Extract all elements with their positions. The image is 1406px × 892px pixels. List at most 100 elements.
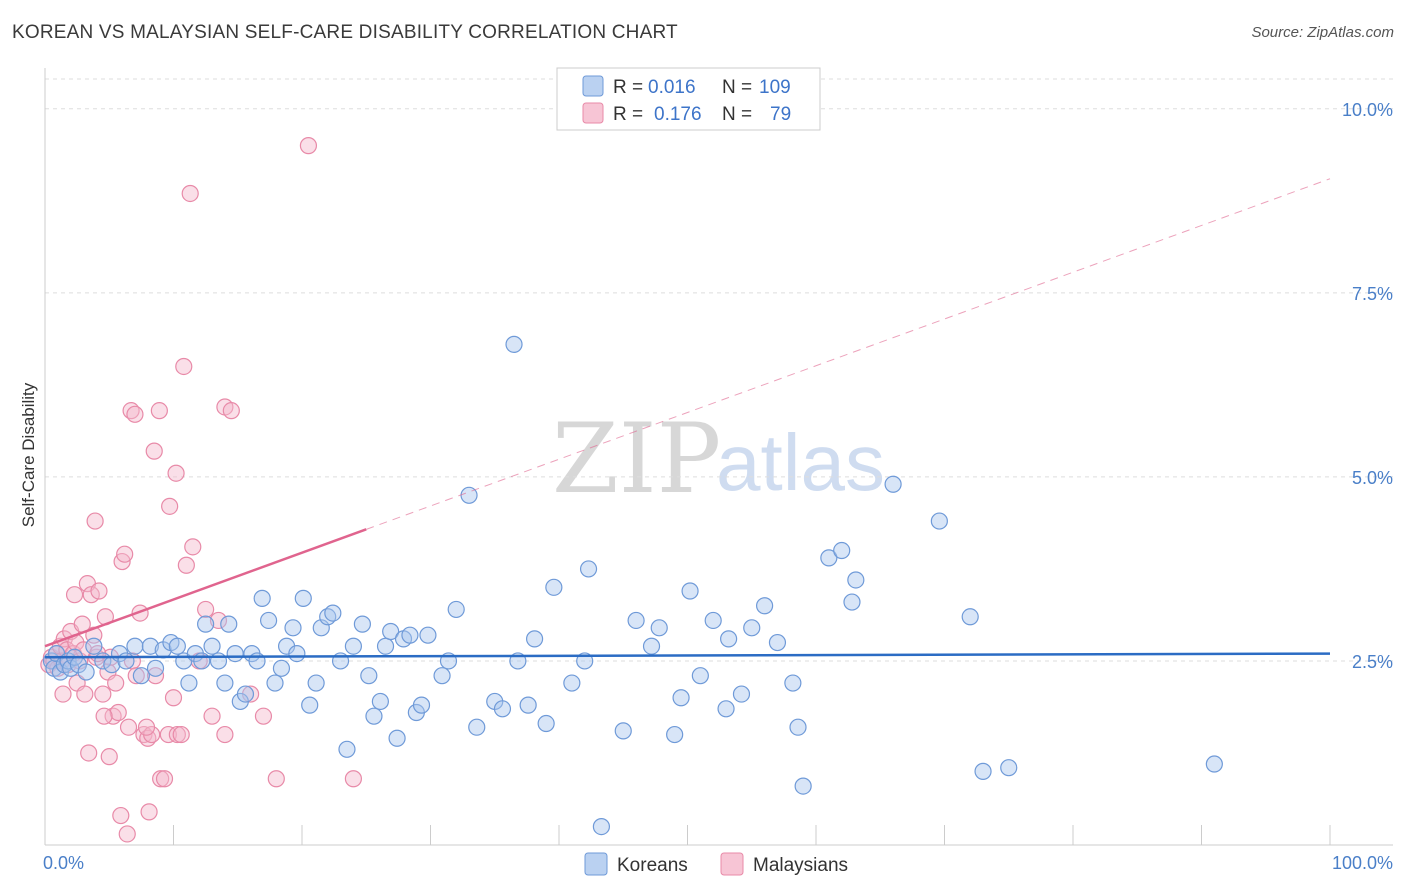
korean-point	[537, 714, 555, 733]
koreans-r-value: 0.016	[648, 77, 696, 98]
korean-point	[681, 582, 699, 600]
korean-point	[294, 589, 312, 607]
malaysian-point	[159, 725, 177, 744]
korean-point	[614, 722, 632, 740]
korean-point	[324, 604, 342, 622]
korean-point	[563, 674, 581, 692]
korean-point	[833, 541, 851, 560]
y-axis-label: Self-Care Disability	[19, 382, 38, 527]
malaysian-point	[76, 685, 94, 703]
malaysian-point	[155, 770, 174, 788]
korean-point	[755, 597, 774, 615]
malaysian-point	[90, 582, 108, 600]
korean-point	[743, 619, 761, 637]
y-tick-labels: 2.5% 5.0% 7.5% 10.0%	[1342, 100, 1393, 672]
malaysian-point	[150, 402, 168, 420]
malaysian-point	[203, 707, 221, 725]
korean-point	[820, 549, 838, 567]
korean-point	[419, 626, 437, 644]
malaysian-point	[100, 748, 118, 766]
korean-point	[650, 619, 668, 637]
korean-point	[704, 611, 722, 630]
y-tick-label: 7.5%	[1352, 284, 1393, 304]
korean-point	[691, 667, 709, 685]
malaysian-point	[86, 512, 104, 530]
korean-point	[146, 659, 165, 677]
korean-point	[126, 637, 144, 655]
malaysian-point	[267, 770, 285, 788]
korean-point	[666, 725, 684, 744]
malaysians-series-swatch	[720, 852, 744, 876]
korean-point	[720, 630, 738, 648]
korean-point	[132, 667, 150, 685]
malaysian-point	[137, 718, 156, 736]
korean-point	[371, 692, 389, 711]
source-label: Source: ZipAtlas.com	[1251, 24, 1394, 41]
koreans-legend-swatch	[582, 75, 604, 97]
korean-point	[592, 817, 611, 836]
korean-point	[226, 644, 244, 663]
y-tick-label: 5.0%	[1352, 468, 1393, 488]
malaysians-trend-extension	[366, 178, 1331, 530]
korean-point	[353, 615, 371, 633]
korean-point	[1205, 755, 1223, 773]
korean-point	[843, 593, 861, 611]
malaysian-point	[116, 545, 134, 563]
korean-point	[209, 652, 228, 670]
korean-point	[794, 777, 812, 795]
korean-point	[412, 696, 431, 714]
malaysians-series-label: Malaysians	[753, 855, 848, 876]
trend-lines	[44, 178, 1331, 659]
korean-point	[301, 696, 319, 714]
koreans-trend-line	[44, 652, 1331, 659]
korean-point	[974, 762, 992, 780]
malaysian-point	[127, 667, 145, 685]
malaysian-point	[168, 725, 186, 744]
malaysian-point	[344, 770, 362, 788]
malaysian-point	[164, 689, 183, 707]
x-tick-label: 100.0%	[1332, 853, 1393, 873]
malaysian-point	[177, 556, 195, 574]
korean-point	[168, 637, 186, 655]
korean-point	[365, 707, 383, 725]
korean-point	[627, 611, 645, 630]
malaysian-point	[65, 586, 84, 604]
korean-point	[77, 663, 95, 681]
malaysian-point	[126, 405, 144, 423]
korean-point	[468, 718, 486, 736]
korean-point	[85, 637, 103, 655]
koreans-r-label: R =	[613, 77, 643, 98]
malaysian-point	[299, 137, 318, 155]
malaysian-point	[107, 674, 125, 692]
malaysian-point	[145, 442, 163, 460]
correlation-legend: R = 0.016 N = 109 R = 0.176 N = 79	[556, 67, 821, 131]
korean-point	[259, 611, 278, 630]
malaysian-point	[152, 770, 170, 788]
malaysian-point	[146, 667, 165, 685]
korean-point	[284, 619, 302, 637]
korean-point	[307, 674, 325, 692]
series-legend: Koreans Malaysians	[584, 852, 848, 876]
malaysian-point	[80, 744, 98, 762]
korean-point	[382, 622, 400, 641]
korean-point	[266, 674, 284, 692]
malaysian-point	[119, 718, 138, 736]
korean-point	[519, 696, 537, 714]
malaysian-point	[95, 707, 113, 725]
koreans-series-swatch	[584, 852, 608, 876]
korean-point	[180, 674, 198, 692]
malaysian-point	[181, 184, 199, 203]
korean-point	[961, 608, 979, 626]
korean-point	[236, 685, 255, 703]
korean-point	[193, 652, 211, 670]
korean-point	[338, 740, 356, 758]
korean-point	[253, 589, 271, 607]
watermark: ZIP atlas	[552, 403, 885, 515]
x-tick-label: 0.0%	[43, 853, 84, 873]
korean-point	[117, 652, 135, 670]
koreans-series-label: Koreans	[617, 855, 688, 876]
malaysian-point	[197, 600, 215, 619]
korean-point	[717, 700, 735, 718]
malaysian-point	[172, 725, 190, 744]
